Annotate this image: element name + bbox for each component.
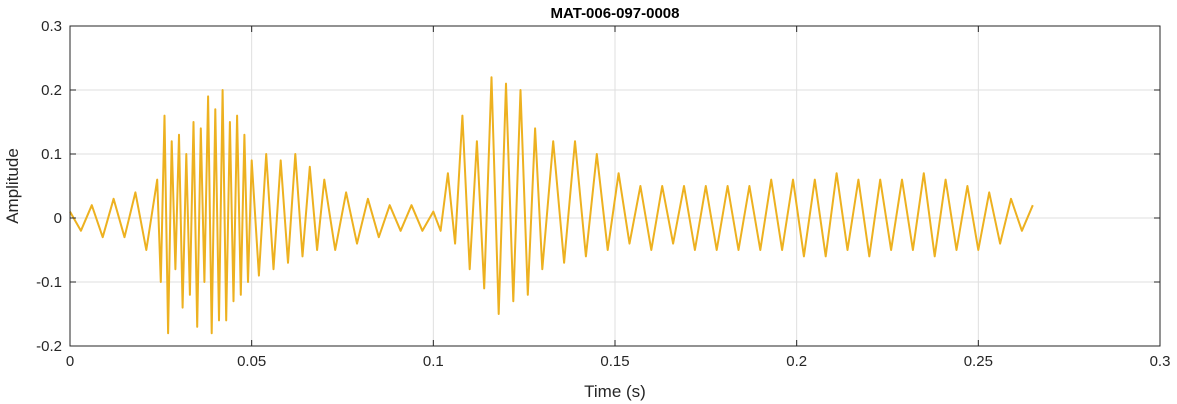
x-axis-label: Time (s) [584, 382, 646, 401]
series-group [69, 76, 1034, 335]
y-axis-label: Amplitude [3, 148, 22, 224]
x-tick-label: 0.1 [423, 353, 444, 370]
x-tick-label: 0.05 [237, 353, 266, 370]
y-tick-label: 0 [54, 210, 62, 227]
x-tick-label: 0.3 [1150, 353, 1171, 370]
y-tick-label: 0.1 [41, 146, 62, 163]
series-line-0 [69, 76, 1034, 335]
x-tick-label: 0.2 [786, 353, 807, 370]
y-tick-label: -0.1 [36, 274, 62, 291]
chart-title: MAT-006-097-0008 [551, 5, 680, 22]
y-tick-label: 0.2 [41, 82, 62, 99]
y-ticks: -0.2 -0.1 0 0.1 0.2 0.3 [36, 18, 1160, 355]
y-tick-label: -0.2 [36, 338, 62, 355]
y-tick-label: 0.3 [41, 18, 62, 35]
x-tick-label: 0 [66, 353, 74, 370]
x-ticks: 0 0.05 0.1 0.15 0.2 0.25 0.3 [66, 26, 1171, 370]
x-tick-label: 0.25 [964, 353, 993, 370]
x-tick-label: 0.15 [600, 353, 629, 370]
